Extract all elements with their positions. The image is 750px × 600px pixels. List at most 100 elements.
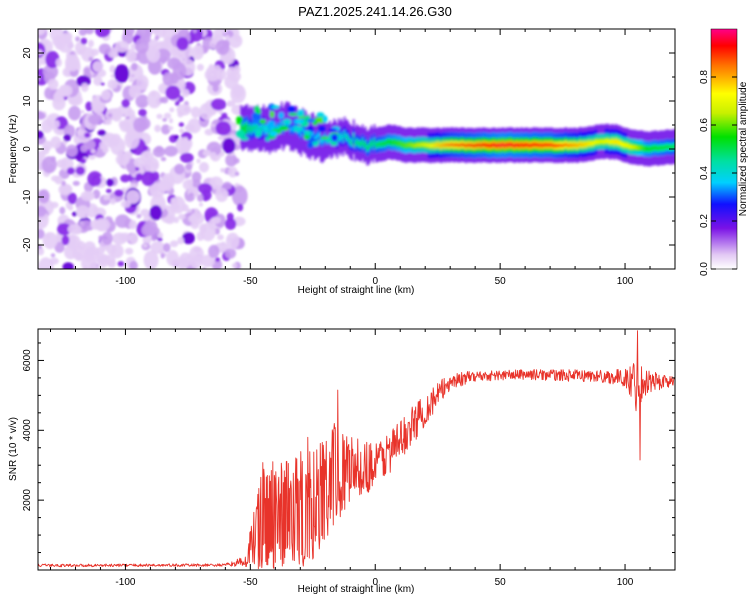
ridge-cell — [661, 146, 664, 150]
ridge-cell — [646, 147, 649, 151]
noise-blob — [128, 78, 134, 83]
noise-blob — [179, 252, 193, 268]
noise-blob — [95, 29, 111, 38]
ridge-cell — [480, 143, 483, 148]
noise-blob — [226, 100, 236, 107]
ridge-blob — [270, 110, 275, 118]
ridge-cell — [361, 140, 364, 144]
noise-blob — [53, 120, 60, 128]
noise-blob — [178, 213, 186, 220]
noise-blob — [105, 254, 116, 266]
ridge-cell — [535, 143, 538, 147]
ridge-cell — [550, 142, 553, 147]
ridge-cell — [634, 145, 637, 149]
ridge-cell — [289, 127, 292, 132]
ridge-blob — [265, 136, 270, 141]
noise-blob — [101, 231, 113, 245]
noise-blob — [191, 45, 204, 60]
noise-blob — [199, 202, 203, 207]
ridge-cell — [469, 143, 472, 147]
ridge-cell — [348, 138, 351, 143]
noise-blob — [129, 183, 138, 190]
ridge-cell — [639, 146, 641, 150]
ridge-cell — [364, 142, 367, 146]
x-tick-label: 50 — [495, 577, 507, 588]
noise-blob — [72, 211, 78, 217]
ridge-blob — [270, 105, 280, 109]
ridge-cell — [456, 143, 459, 147]
ridge-cell — [369, 143, 372, 147]
ridge-cell — [273, 125, 276, 130]
ridge-blob — [322, 115, 328, 123]
noise-blob — [55, 58, 62, 67]
noise-blob — [114, 40, 130, 53]
noise-blob — [220, 241, 226, 247]
ridge-blob — [316, 112, 325, 118]
ridge-cell — [247, 127, 250, 132]
noise-blob — [100, 90, 111, 101]
noise-blob — [91, 175, 102, 186]
noise-blob — [221, 112, 228, 119]
ridge-cell — [606, 139, 608, 143]
noise-blob — [75, 166, 86, 176]
noise-blob — [62, 262, 74, 269]
noise-blob — [225, 232, 240, 250]
ridge-cell — [250, 128, 253, 133]
noise-blob — [136, 29, 152, 39]
noise-blob — [133, 117, 148, 133]
noise-blob — [65, 54, 80, 72]
noise-blob — [38, 60, 42, 68]
noise-blob — [179, 128, 185, 134]
noise-blob — [59, 84, 73, 97]
noise-blob — [129, 260, 138, 269]
noise-blob — [174, 163, 185, 175]
x-tick-label: -100 — [115, 577, 135, 588]
ridge-blob — [282, 119, 292, 125]
ridge-blob — [269, 131, 278, 137]
noise-blob — [150, 241, 166, 254]
noise-blob — [210, 216, 221, 224]
noise-blob — [149, 205, 163, 221]
ridge-cell — [508, 142, 511, 147]
ridge-cell — [400, 142, 403, 147]
noise-blob — [187, 179, 194, 187]
ridge-cell — [240, 124, 243, 129]
ridge-cell — [673, 144, 675, 148]
noise-blob — [178, 122, 185, 127]
ridge-cell — [255, 125, 258, 130]
ridge-cell — [277, 125, 280, 130]
ridge-cell — [451, 142, 454, 147]
noise-blob — [106, 178, 114, 187]
ridge-cell — [657, 146, 659, 151]
ridge-blob — [294, 119, 304, 125]
ridge-cell — [556, 143, 559, 148]
noise-blob — [68, 105, 81, 121]
noise-blob — [163, 112, 172, 119]
ridge-cell — [387, 140, 390, 144]
noise-blob — [129, 233, 139, 244]
noise-blob — [72, 180, 80, 186]
noise-blob — [138, 108, 147, 117]
noise-blob — [90, 148, 96, 154]
ridge-blob — [287, 105, 296, 113]
ridge-cell — [670, 145, 673, 149]
noise-blob — [128, 220, 137, 230]
ridge-cell — [450, 142, 453, 147]
noise-blob — [200, 254, 215, 268]
ridge-cell — [660, 145, 662, 150]
noise-blob — [232, 85, 244, 99]
ridge-blob — [303, 134, 311, 140]
ridge-cell — [442, 142, 445, 147]
ridge-cell — [640, 145, 643, 150]
noise-blob — [185, 163, 193, 170]
noise-blob — [117, 261, 125, 267]
ridge-cell — [603, 140, 605, 144]
noise-blob — [112, 232, 128, 245]
ridge-cell — [490, 143, 493, 148]
noise-blob — [117, 104, 132, 116]
ridge-cell — [319, 138, 322, 143]
noise-blob — [226, 66, 237, 80]
noise-blob — [231, 185, 248, 207]
